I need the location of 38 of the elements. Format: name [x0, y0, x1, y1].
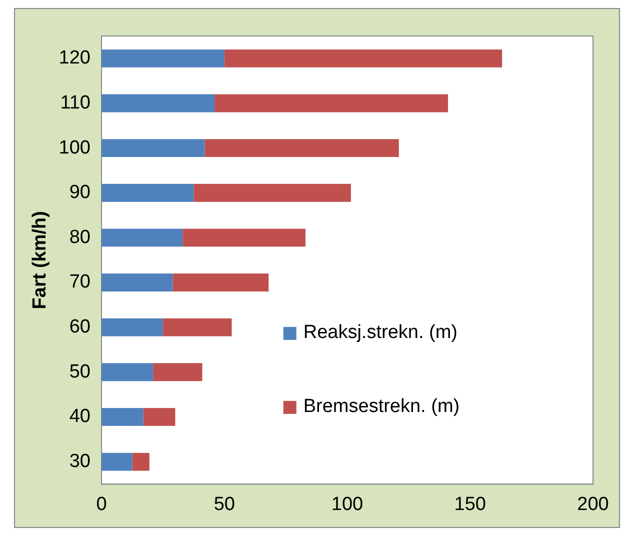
bar — [194, 184, 351, 202]
bar — [172, 274, 269, 292]
y-tick-label: 60 — [69, 316, 90, 338]
bar — [102, 408, 144, 426]
bar — [224, 49, 502, 68]
bar — [102, 49, 224, 68]
y-tick-label: 100 — [58, 137, 90, 158]
x-tick-label: 0 — [96, 494, 107, 515]
bar — [102, 94, 215, 112]
bar — [143, 408, 176, 426]
legend-label: Reaksj.strekn. (m) — [303, 322, 458, 344]
x-tick-label: 100 — [331, 494, 364, 515]
y-tick-label: 50 — [69, 361, 90, 382]
y-tick-label: 40 — [69, 406, 90, 428]
y-tick-label: 110 — [60, 92, 90, 114]
bar — [102, 318, 163, 336]
bar — [102, 274, 173, 292]
bar — [132, 452, 150, 471]
bar — [102, 184, 194, 202]
y-tick-label: 30 — [69, 451, 90, 472]
bar — [102, 452, 132, 471]
y-tick-label: 80 — [69, 226, 90, 248]
bar — [182, 228, 306, 247]
x-tick-label: 200 — [577, 494, 609, 515]
bar — [102, 228, 183, 247]
bar — [214, 94, 448, 112]
bar — [204, 139, 399, 158]
bar — [162, 318, 232, 336]
legend-label: Bremsestrekn. (m) — [303, 396, 460, 418]
bar — [102, 363, 154, 382]
bar — [153, 363, 202, 382]
x-tick-label: 50 — [214, 494, 235, 515]
bar — [102, 139, 205, 158]
x-tick-label: 150 — [454, 494, 486, 515]
y-tick-label: 70 — [69, 272, 90, 293]
y-tick-label: 120 — [58, 48, 90, 69]
y-axis-title: Fart (km/h) — [30, 211, 51, 310]
y-tick-label: 90 — [69, 182, 90, 204]
